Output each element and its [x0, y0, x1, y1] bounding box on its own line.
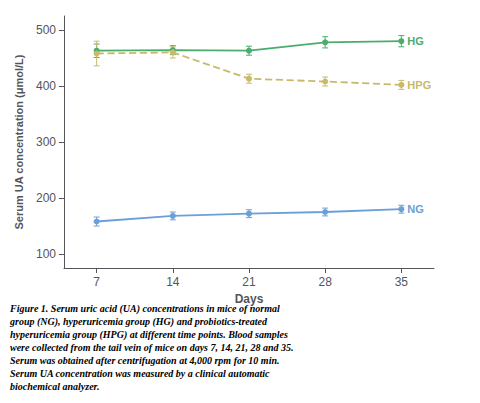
- svg-text:HG: HG: [407, 35, 424, 47]
- svg-text:HPG: HPG: [407, 79, 431, 91]
- svg-text:100: 100: [36, 247, 56, 261]
- svg-text:Serum UA concentration was mea: Serum UA concentration was measured by a…: [10, 368, 270, 379]
- svg-text:NG: NG: [407, 203, 424, 215]
- svg-text:Days: Days: [235, 292, 264, 306]
- svg-text:group (NG), hyperuricemia grou: group (NG), hyperuricemia group (HG) and…: [9, 316, 268, 328]
- svg-text:500: 500: [36, 23, 56, 37]
- svg-text:21: 21: [242, 275, 256, 289]
- svg-text:7: 7: [93, 275, 100, 289]
- svg-text:14: 14: [166, 275, 180, 289]
- svg-text:200: 200: [36, 191, 56, 205]
- svg-text:hyperuricemia group (HPG) at d: hyperuricemia group (HPG) at different t…: [10, 329, 288, 341]
- svg-text:Figure 1. Serum uric acid (UA): Figure 1. Serum uric acid (UA) concentra…: [10, 303, 280, 314]
- svg-text:300: 300: [36, 135, 56, 149]
- svg-text:were collected from the tail v: were collected from the tail vein of mic…: [10, 342, 294, 353]
- svg-text:28: 28: [318, 275, 332, 289]
- svg-text:Serum UA concentration (μmol/L: Serum UA concentration (μmol/L): [13, 54, 25, 229]
- svg-text:400: 400: [36, 79, 56, 93]
- svg-text:biochemical analyzer.: biochemical analyzer.: [10, 381, 99, 392]
- svg-text:35: 35: [395, 275, 409, 289]
- svg-text:Serum was obtained after centr: Serum was obtained after centrifugation …: [10, 355, 279, 366]
